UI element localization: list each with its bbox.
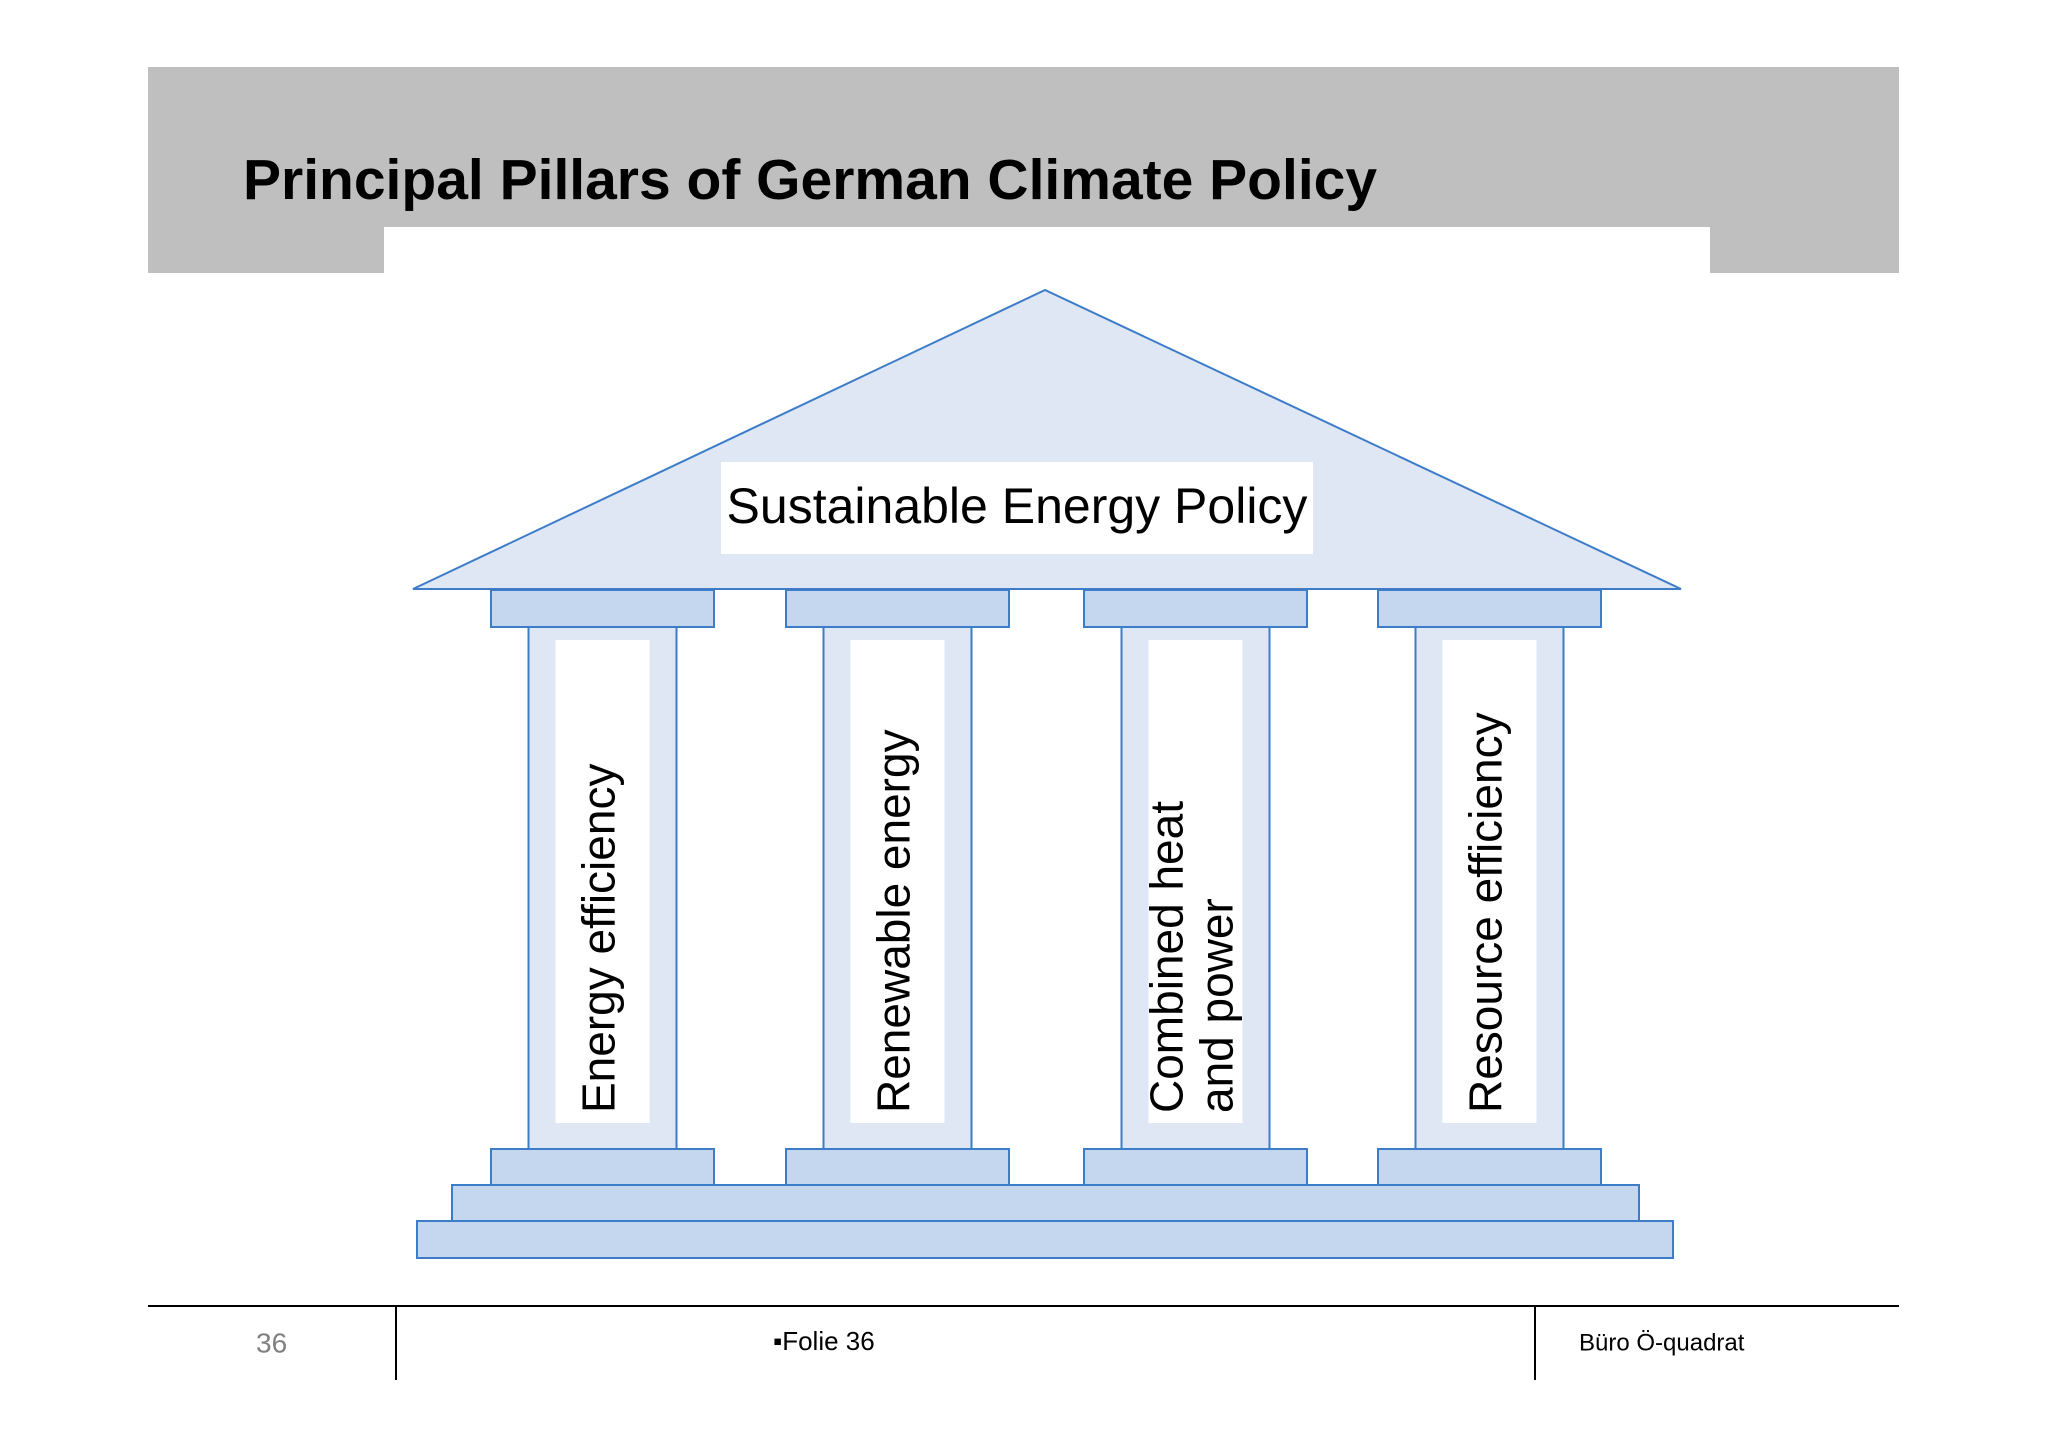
- pillars: Energy efficiency Renewable energy Combine…: [490, 589, 1602, 1186]
- pillar-base: [490, 1148, 715, 1186]
- pillar-label: Energy efficiency: [573, 764, 625, 1113]
- pillar-capital: [1083, 589, 1308, 628]
- pillar-label-box: [555, 640, 650, 1123]
- step: [451, 1184, 1640, 1222]
- pillar-label-box: [1442, 640, 1537, 1123]
- pillar-base: [1377, 1148, 1602, 1186]
- header-notch: [384, 227, 1710, 274]
- roof-label-box: [721, 462, 1313, 554]
- slide-title: Principal Pillars of German Climate Poli…: [243, 148, 1377, 212]
- pillar-label-box: [1148, 640, 1243, 1123]
- pillar-label: Renewable energy: [868, 729, 920, 1113]
- footer-center: ▪Folie 36: [773, 1326, 875, 1356]
- pillar-capital: [490, 589, 715, 628]
- pillar-capital: [1377, 589, 1602, 628]
- pillar-capital: [785, 589, 1010, 628]
- pillar-label-box: [850, 640, 945, 1123]
- footer-right: Büro Ö-quadrat: [1579, 1329, 1745, 1356]
- pillar-label: and power: [1191, 898, 1243, 1113]
- pillar-base: [785, 1148, 1010, 1186]
- pillar-label: Combined heat: [1141, 801, 1193, 1113]
- pillar-base: [1083, 1148, 1308, 1186]
- step: [416, 1220, 1674, 1259]
- pillar-label: Resource efficiency: [1460, 712, 1512, 1113]
- roof-label: Sustainable Energy Policy: [727, 478, 1308, 534]
- page-number: 36: [256, 1327, 287, 1358]
